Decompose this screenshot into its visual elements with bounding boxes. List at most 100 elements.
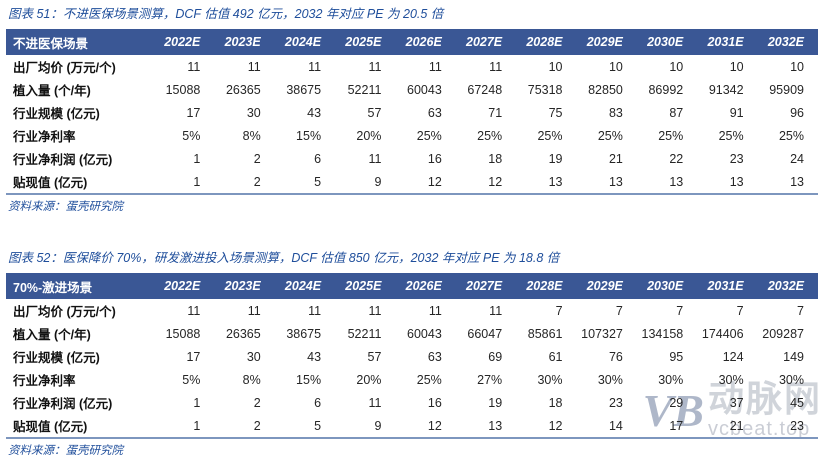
- table-cell: 95909: [769, 82, 804, 97]
- table-cell: 1: [193, 151, 201, 166]
- year-header: 2029E: [576, 273, 637, 299]
- table-cell: 7: [615, 303, 623, 318]
- table-cell: 10: [608, 59, 623, 74]
- row-label: 植入量 (个/年): [13, 84, 91, 98]
- table-cell: 38675: [286, 82, 322, 97]
- table-cell: 43: [307, 349, 322, 364]
- table-cell: 83: [608, 105, 623, 120]
- figure-52-title: 图表 52：医保降价 70%，研发激进投入场景测算，DCF 估值 850 亿元，…: [8, 251, 560, 265]
- table-cell: 87: [669, 105, 684, 120]
- table-row: 行业净利润 (亿元) 1 2 6 11 16 19 18 23 29 37 45: [6, 391, 818, 414]
- table-cell: 7: [555, 303, 563, 318]
- table-cell: 11: [187, 59, 201, 74]
- table-cell: 11: [308, 303, 322, 318]
- table-cell: 29: [669, 395, 684, 410]
- table-cell: 10: [669, 59, 684, 74]
- table-cell: 8%: [242, 128, 261, 143]
- table-cell: 21: [608, 151, 623, 166]
- table-cell: 5: [314, 418, 322, 433]
- figure-51-title: 图表 51：不进医保场景测算，DCF 估值 492 亿元，2032 年对应 PE…: [8, 7, 444, 21]
- table-row: 行业净利率 5% 8% 15% 20% 25% 27% 30% 30% 30% 30% 30%: [6, 368, 818, 391]
- table-cell: 91: [729, 105, 744, 120]
- table-row: 出厂均价 (万元/个) 11 11 11 11 11 11 10 10 10 10 10: [6, 55, 818, 78]
- year-header: 2022E: [154, 29, 215, 55]
- row-label: 行业净利润 (亿元): [13, 153, 113, 167]
- year-header: 2031E: [697, 273, 758, 299]
- table-cell: 2: [253, 174, 261, 189]
- figure-51: 图表 51：不进医保场景测算，DCF 估值 492 亿元，2032 年对应 PE…: [6, 6, 818, 214]
- table-cell: 11: [368, 395, 382, 410]
- year-header: 2023E: [214, 29, 275, 55]
- table-cell: 6: [314, 395, 322, 410]
- table-cell: 96: [790, 105, 804, 120]
- table-cell: 11: [489, 303, 503, 318]
- table-cell: 21: [729, 418, 744, 433]
- table-cell: 2: [253, 418, 261, 433]
- table-cell: 17: [186, 349, 201, 364]
- table-cell: 16: [427, 395, 442, 410]
- table-cell: 30%: [537, 372, 563, 387]
- table-cell: 67248: [467, 82, 503, 97]
- table-cell: 7: [676, 303, 684, 318]
- table-cell: 16: [427, 151, 442, 166]
- watermark-brand: 动脉网: [707, 378, 822, 419]
- row-label: 出厂均价 (万元/个): [13, 305, 116, 319]
- table-cell: 30%: [778, 372, 804, 387]
- watermark-url: vcbeat.top: [707, 418, 811, 440]
- year-header: 2024E: [274, 29, 336, 55]
- table-cell: 11: [428, 303, 442, 318]
- table-cell: 10: [548, 59, 563, 74]
- table-cell: 174406: [701, 326, 744, 341]
- table-cell: 13: [548, 174, 563, 189]
- row-label: 行业净利润 (亿元): [13, 397, 113, 411]
- table-cell: 95: [669, 349, 684, 364]
- table-cell: 11: [187, 303, 201, 318]
- table-cell: 8%: [242, 372, 261, 387]
- table-cell: 63: [427, 105, 442, 120]
- year-header: 2027E: [455, 29, 517, 55]
- table-cell: 86992: [648, 82, 684, 97]
- table-cell: 25%: [658, 128, 684, 143]
- year-header: 2027E: [455, 273, 517, 299]
- table-cell: 26365: [225, 326, 261, 341]
- table-cell: 124: [722, 349, 744, 364]
- table-cell: 11: [368, 151, 382, 166]
- table-cell: 13: [729, 174, 744, 189]
- table-cell: 23: [790, 418, 804, 433]
- table-cell: 11: [368, 59, 382, 74]
- table-cell: 17: [186, 105, 201, 120]
- table-cell: 69: [488, 349, 503, 364]
- table-cell: 60043: [407, 82, 442, 97]
- table-cell: 10: [790, 59, 804, 74]
- table-cell: 91342: [708, 82, 744, 97]
- table-cell: 25%: [477, 128, 503, 143]
- table-cell: 15088: [165, 326, 201, 341]
- table-cell: 52211: [347, 326, 382, 341]
- table-cell: 13: [608, 174, 623, 189]
- table-cell: 57: [367, 349, 382, 364]
- year-header: 2024E: [274, 273, 336, 299]
- table-cell: 1: [193, 395, 201, 410]
- year-header: 2029E: [576, 29, 637, 55]
- table-cell: 30%: [718, 372, 744, 387]
- table-cell: 5%: [182, 128, 201, 143]
- scenario-label: 不进医保场景: [6, 29, 154, 55]
- year-header: 2030E: [636, 273, 698, 299]
- table-cell: 19: [548, 151, 563, 166]
- table-cell: 12: [488, 174, 503, 189]
- table-cell: 11: [247, 59, 261, 74]
- table-cell: 1: [193, 418, 201, 433]
- table-cell: 1: [193, 174, 201, 189]
- table-cell: 9: [374, 418, 382, 433]
- year-header: 2030E: [636, 29, 698, 55]
- table-cell: 25%: [597, 128, 623, 143]
- table-cell: 24: [790, 151, 804, 166]
- row-label: 行业净利率: [13, 130, 76, 144]
- table-cell: 12: [427, 418, 442, 433]
- year-header: 2032E: [757, 273, 818, 299]
- source-note: 资料来源：蛋壳研究院: [8, 445, 123, 457]
- table-cell: 20%: [356, 372, 382, 387]
- table-cell: 30: [246, 349, 261, 364]
- row-label: 贴现值 (亿元): [13, 176, 88, 190]
